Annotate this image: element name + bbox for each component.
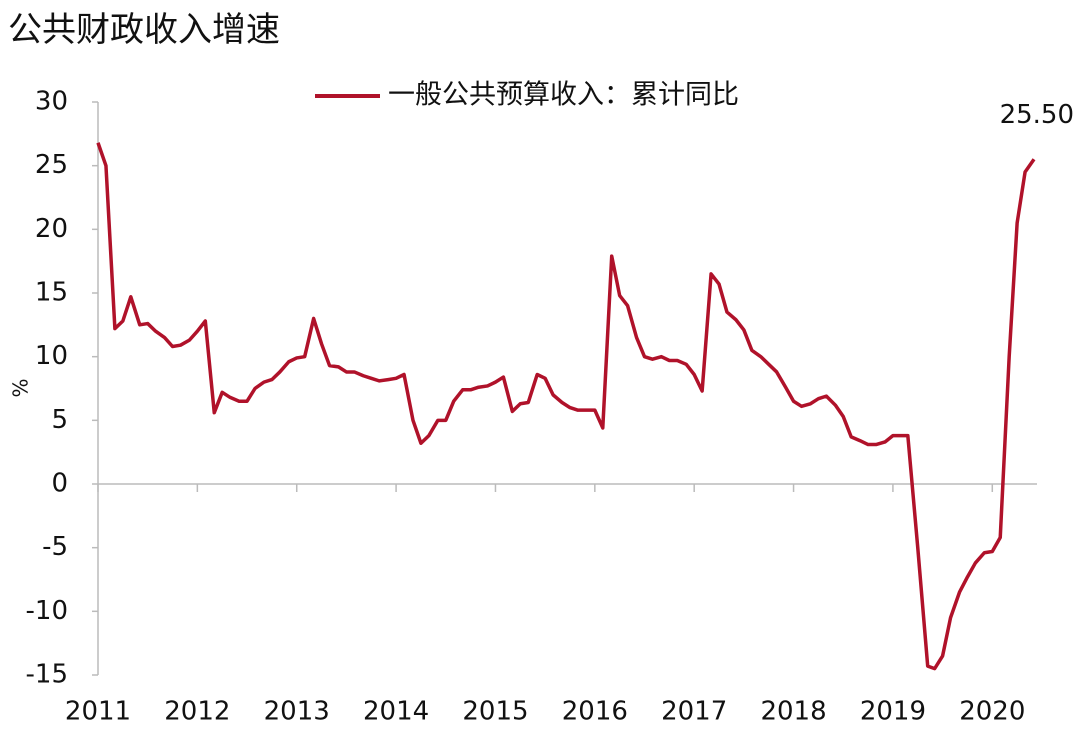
y-tick-label: 5 — [51, 405, 68, 435]
x-tick-label: 2016 — [562, 697, 628, 727]
y-tick-label: 10 — [35, 341, 68, 371]
y-tick-label: -5 — [42, 532, 68, 562]
x-tick-label: 2018 — [760, 697, 826, 727]
y-tick-label: 15 — [35, 278, 68, 308]
x-tick-label: 2011 — [65, 697, 131, 727]
end-annotation: 25.50 — [1000, 100, 1074, 130]
x-tick-label: 2012 — [164, 697, 230, 727]
chart-title: 公共财政收入增速 — [8, 10, 280, 50]
x-tick-label: 2017 — [661, 697, 727, 727]
x-tick-label: 2019 — [860, 697, 926, 727]
x-tick-label: 2020 — [959, 697, 1025, 727]
x-tick-label: 2015 — [462, 697, 528, 727]
legend-label: 一般公共预算收入：累计同比 — [388, 80, 739, 111]
y-tick-label: 0 — [51, 469, 68, 499]
y-axis-label: % — [9, 378, 33, 397]
x-tick-label: 2013 — [264, 697, 330, 727]
y-tick-label: 30 — [35, 87, 68, 117]
line-series — [96, 142, 1036, 671]
y-tick-label: 25 — [35, 150, 68, 180]
y-tick-label: -15 — [26, 660, 68, 690]
y-tick-label: 20 — [35, 214, 68, 244]
x-tick-label: 2014 — [363, 697, 429, 727]
y-tick-label: -10 — [26, 596, 68, 626]
